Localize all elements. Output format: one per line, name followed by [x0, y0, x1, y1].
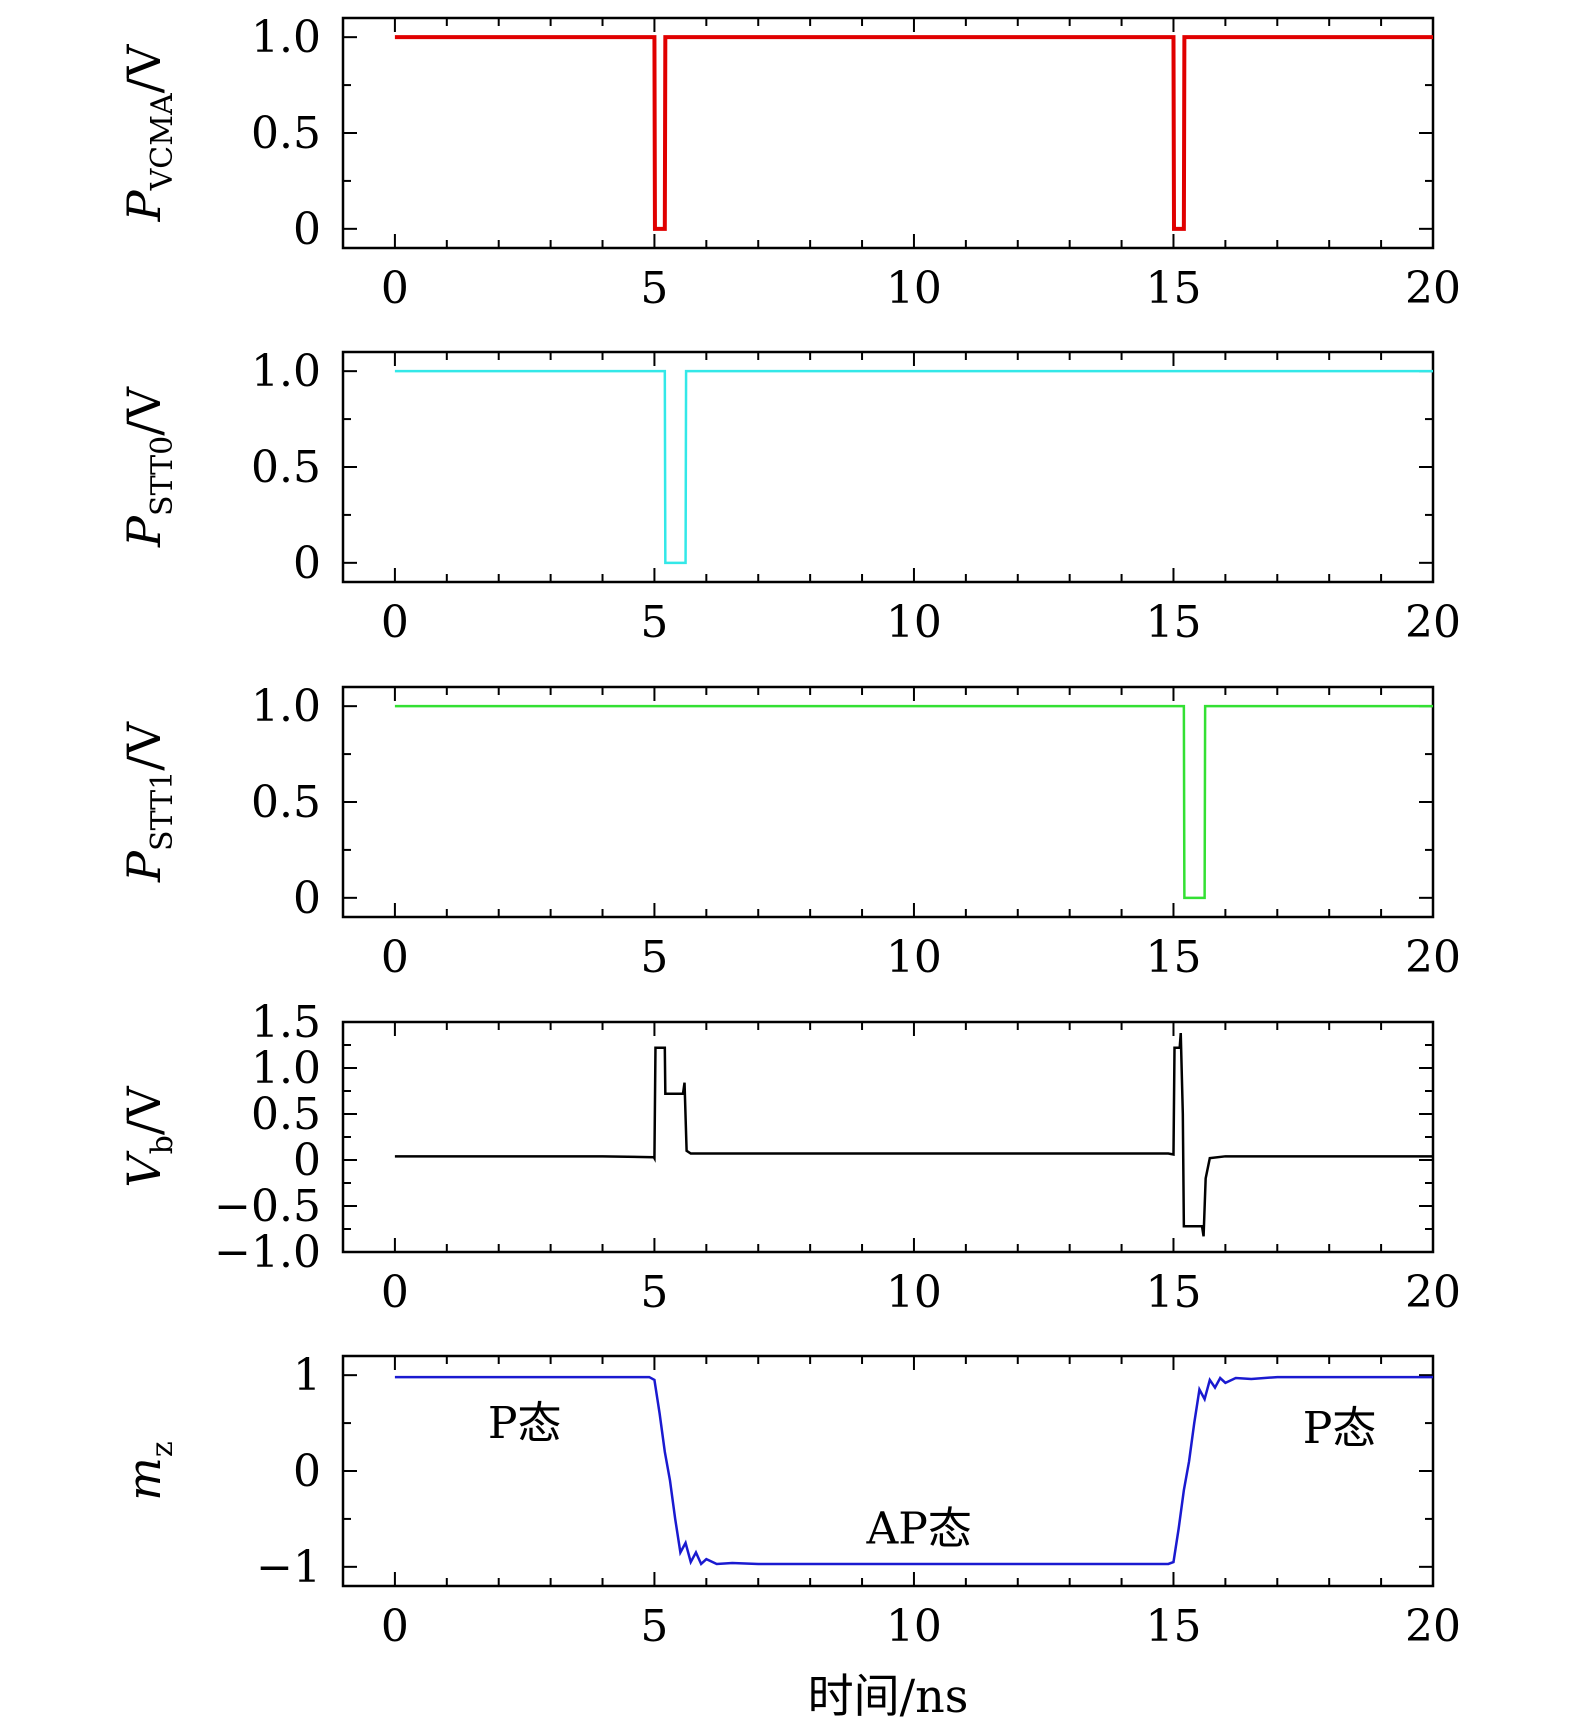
- x-tick-label: 5: [640, 1601, 668, 1652]
- x-tick-label: 0: [381, 263, 409, 314]
- y-tick-label: 0: [293, 1135, 321, 1186]
- y-tick-label: 0: [293, 204, 321, 255]
- x-tick-label: 5: [640, 263, 668, 314]
- panel-2: 0 5 10 15 20 0 0.5 1.0 PSTT0/V: [117, 346, 1461, 648]
- plot-frame: [341, 1020, 1435, 1254]
- x-tick-label: 20: [1405, 263, 1461, 314]
- panel-5: 0 5 10 15 20 −1 0 1 mz P态 AP态 P态: [117, 1350, 1461, 1652]
- x-tick-label: 10: [886, 263, 942, 314]
- x-tick-label: 15: [1145, 1267, 1201, 1318]
- y-tick-label: 1.0: [251, 346, 321, 397]
- x-tick-label: 15: [1145, 597, 1201, 648]
- y-axis-label: Vb/V: [117, 1086, 180, 1188]
- panel-1: 0 5 10 15 20 0 0.5 1.0 PVCMA/V: [117, 12, 1461, 314]
- x-tick-label: 0: [381, 932, 409, 983]
- x-tick-label: 10: [886, 597, 942, 648]
- x-tick-label: 5: [640, 1267, 668, 1318]
- y-tick-label: 1.0: [251, 681, 321, 732]
- x-tick-label: 5: [640, 932, 668, 983]
- x-tick-label: 20: [1405, 1267, 1461, 1318]
- y-tick-label: −1.0: [214, 1227, 321, 1278]
- y-tick-label: 1.0: [251, 1043, 321, 1094]
- y-tick-label: 0: [293, 538, 321, 589]
- y-tick-label: 1: [293, 1350, 321, 1401]
- x-tick-label: 20: [1405, 932, 1461, 983]
- plot-frame: [341, 16, 1435, 250]
- x-tick-label: 0: [381, 1267, 409, 1318]
- state-annotation: P态: [1303, 1403, 1377, 1454]
- y-tick-label: 0: [293, 1446, 321, 1497]
- y-tick-label: 0.5: [251, 108, 321, 159]
- x-tick-label: 0: [381, 1601, 409, 1652]
- y-axis-label: PSTT0/V: [117, 386, 180, 548]
- x-tick-label: 10: [886, 1601, 942, 1652]
- y-tick-label: 1.5: [251, 997, 321, 1048]
- panel-3: 0 5 10 15 20 0 0.5 1.0 PSTT1/V: [117, 681, 1461, 983]
- y-tick-label: 1.0: [251, 12, 321, 63]
- plot-frame: [341, 685, 1435, 919]
- x-tick-label: 5: [640, 597, 668, 648]
- y-axis-label: mz: [117, 1441, 180, 1500]
- series-line: [394, 1375, 1433, 1567]
- state-annotation: P态: [488, 1398, 562, 1449]
- y-tick-label: −1: [256, 1542, 321, 1593]
- series-line: [394, 369, 1433, 565]
- series-line: [394, 704, 1433, 900]
- series-line: [394, 35, 1433, 231]
- y-tick-label: −0.5: [214, 1181, 321, 1232]
- x-tick-label: 20: [1405, 597, 1461, 648]
- x-tick-label: 10: [886, 932, 942, 983]
- y-axis-label: PVCMA/V: [117, 44, 180, 222]
- series-line: [394, 1032, 1433, 1237]
- x-axis-label: 时间/ns: [808, 1669, 969, 1723]
- x-tick-label: 15: [1145, 263, 1201, 314]
- x-tick-label: 15: [1145, 932, 1201, 983]
- y-axis-label: PSTT1/V: [117, 721, 180, 883]
- x-tick-label: 10: [886, 1267, 942, 1318]
- state-annotation: AP态: [865, 1504, 971, 1555]
- y-tick-label: 0.5: [251, 1089, 321, 1140]
- x-tick-label: 15: [1145, 1601, 1201, 1652]
- y-tick-label: 0.5: [251, 442, 321, 493]
- panel-4: 0 5 10 15 20−1.0−0.500.51.01.5Vb/V: [117, 997, 1461, 1318]
- plot-frame: [341, 350, 1435, 584]
- y-tick-label: 0: [293, 873, 321, 924]
- x-tick-label: 0: [381, 597, 409, 648]
- x-tick-label: 20: [1405, 1601, 1461, 1652]
- y-tick-label: 0.5: [251, 777, 321, 828]
